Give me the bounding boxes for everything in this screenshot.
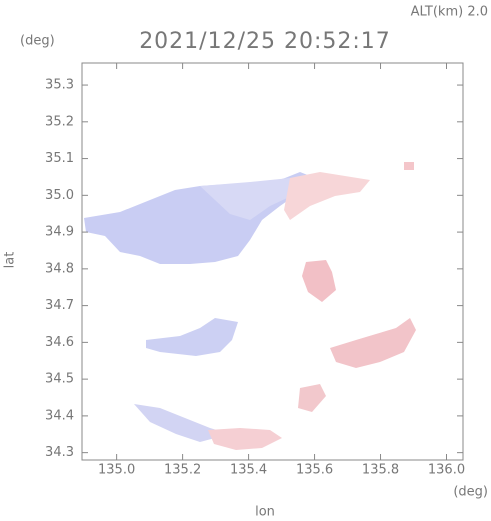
x-axis-label: lon [255,505,275,520]
y-axis-label: lat [3,252,18,269]
plot-frame [81,62,464,461]
x-tick-label: 135.0 [98,463,135,478]
x-tick-label: 135.4 [230,463,267,478]
x-tick-label: 135.6 [296,463,333,478]
y-tick-label: 34.9 [45,225,74,240]
subtitle: ALT(km) 2.0 [411,5,488,20]
x-tick-label: 135.8 [362,463,399,478]
echo-field [84,162,416,450]
y-tick-label: 34.4 [45,408,74,423]
y-unit: (deg) [20,34,55,49]
y-tick-label: 34.8 [45,261,74,276]
y-tick-label: 35.2 [45,114,74,129]
y-tick-label: 34.3 [45,445,74,460]
y-tick-label: 35.3 [45,78,74,93]
y-tick-label: 35.0 [45,188,74,203]
y-tick-label: 34.7 [45,298,74,313]
x-unit: (deg) [453,485,488,500]
x-tick-label: 135.2 [164,463,201,478]
chart-title: 2021/12/25 20:52:17 [139,29,391,54]
x-tick-label: 136.0 [428,463,465,478]
y-tick-label: 34.5 [45,372,74,387]
y-tick-label: 35.1 [45,151,74,166]
y-tick-label: 34.6 [45,335,74,350]
